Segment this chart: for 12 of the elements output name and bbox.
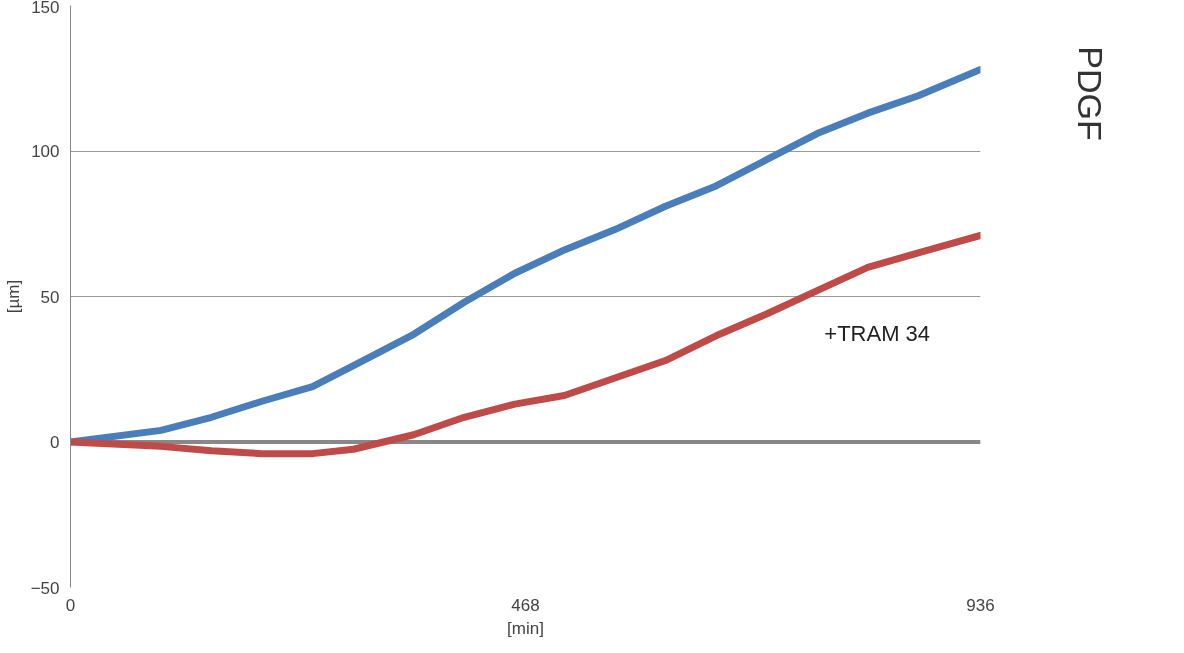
- x-axis-title: [min]: [507, 618, 544, 638]
- series-label: +TRAM 34: [824, 320, 931, 346]
- y-tick-label: 50: [40, 287, 60, 307]
- x-tick-label: 468: [511, 595, 540, 615]
- y-tick-label: 100: [31, 142, 60, 161]
- x-tick-label: 0: [65, 595, 76, 615]
- y-tick-label: −50: [30, 578, 60, 598]
- y-tick-label: 0: [50, 433, 60, 452]
- y-axis-title: [µm]: [3, 279, 23, 314]
- x-tick-label: 936: [966, 595, 995, 615]
- y-tick-label: 150: [31, 0, 60, 17]
- text: PDGF: [1071, 46, 1110, 141]
